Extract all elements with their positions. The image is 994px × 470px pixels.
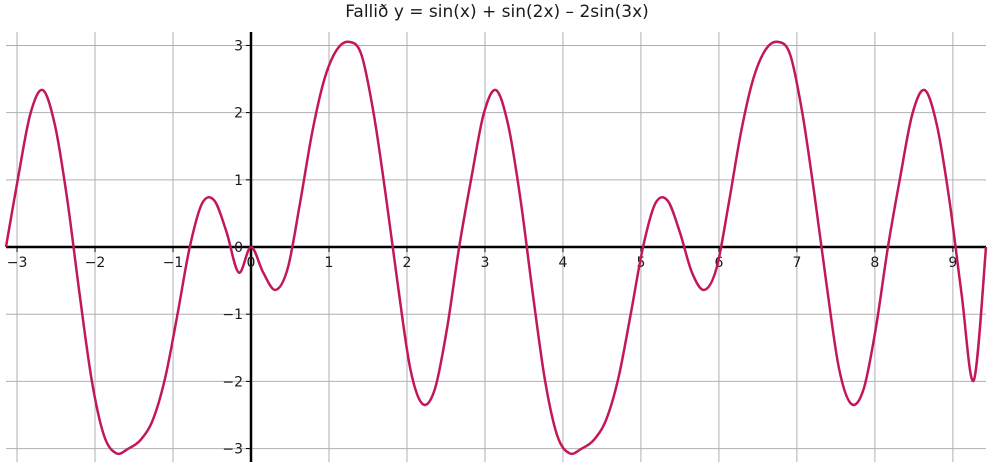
y-tick-label: 3 [234, 38, 243, 54]
x-tick-label: 0 [247, 255, 256, 271]
y-tick-label: −1 [222, 307, 243, 323]
y-tick-label: 2 [234, 106, 243, 122]
x-tick-label: 4 [558, 255, 567, 271]
x-tick-label: −2 [85, 255, 106, 271]
x-tick-label: 1 [325, 255, 334, 271]
series-line [4, 40, 988, 456]
x-tick-label: 2 [403, 255, 412, 271]
y-tick-label: −2 [222, 374, 243, 390]
x-tick-label: 7 [792, 255, 801, 271]
y-tick-label: −3 [222, 442, 243, 458]
chart-title: Fallið y = sin(x) + sin(2x) – 2sin(3x) [345, 2, 649, 22]
x-tick-label: 3 [480, 255, 489, 271]
x-tick-label: −1 [163, 255, 184, 271]
y-tick-label: 1 [234, 173, 243, 189]
x-tick-label: −3 [7, 255, 28, 271]
y-tick-label: 0 [234, 240, 243, 256]
x-tick-label: 8 [870, 255, 879, 271]
x-tick-label: 9 [948, 255, 957, 271]
